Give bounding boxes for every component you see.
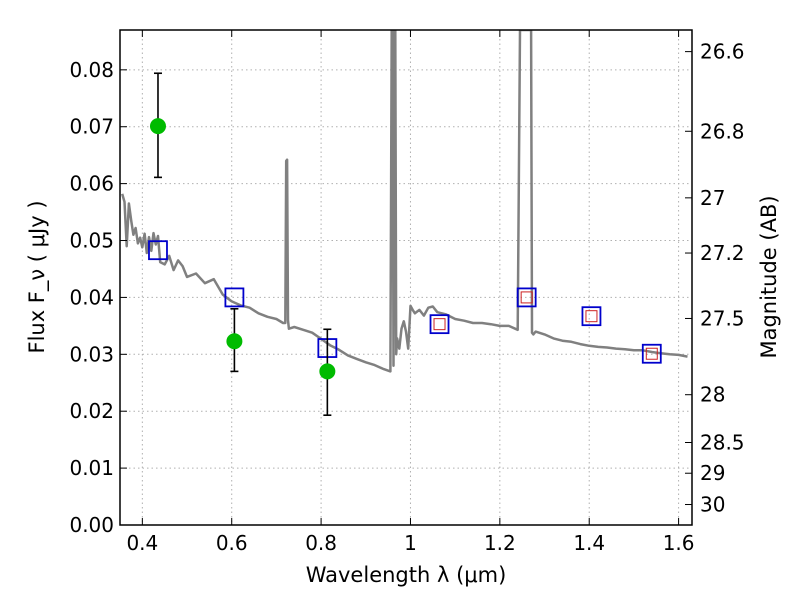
model-photometry-box (224, 287, 245, 308)
mag-tick-label: 29 (700, 461, 725, 485)
model-photometry-inner-box (520, 291, 533, 304)
data-layer (120, 30, 688, 416)
x-tick-label: 1.2 (484, 531, 516, 555)
tick-layer: 0.4 0.6 0.8 1 1.2 1.4 1.6 0.00 0.01 0.02 0.03 0.04 0… (69, 30, 745, 555)
y-axis-label: Flux F_ν ( μJy ) (25, 200, 50, 353)
y-tick-label: 0.03 (69, 342, 114, 366)
model-photometry-box (641, 343, 662, 364)
model-spectrum-line (120, 30, 688, 373)
mag-tick-label: 27.2 (700, 241, 745, 265)
mag-tick-label: 26.6 (700, 40, 745, 64)
y-tick-label: 0.02 (69, 399, 114, 423)
model-photometry-inner-box (433, 318, 446, 331)
y-tick-label: 0.07 (69, 115, 114, 139)
x-tick-label: 1.4 (573, 531, 605, 555)
x-tick-label: 0.8 (305, 531, 337, 555)
plot-frame (119, 29, 693, 526)
y-tick-label: 0.08 (69, 58, 114, 82)
y-tick-label: 0.01 (69, 456, 114, 480)
grid-layer (120, 30, 692, 525)
mag-tick-label: 27 (700, 186, 725, 210)
y-tick-label: 0.00 (69, 513, 114, 537)
y-axis-right-label: Magnitude (AB) (757, 195, 781, 358)
model-photometry-inner-box (645, 347, 658, 360)
observed-point (319, 363, 336, 380)
model-photometry-box (148, 240, 168, 261)
mag-tick-label: 27.5 (700, 306, 745, 330)
y-tick-label: 0.06 (69, 172, 114, 196)
model-photometry-box (516, 287, 537, 308)
y-tick-label: 0.05 (69, 229, 114, 253)
observed-point (149, 118, 166, 135)
x-axis-label: Wavelength λ (μm) (306, 563, 507, 587)
x-tick-label: 0.4 (126, 531, 158, 555)
mag-tick-label: 26.8 (700, 119, 745, 143)
x-tick-label: 1.6 (663, 531, 695, 555)
model-photometry-box (581, 306, 602, 327)
model-photometry-box (429, 314, 450, 335)
observed-point (226, 333, 243, 350)
model-photometry-inner-box (585, 310, 598, 323)
x-tick-label: 1 (404, 531, 417, 555)
y-tick-label: 0.04 (69, 285, 114, 309)
mag-tick-label: 28.5 (700, 431, 745, 455)
mag-tick-label: 30 (700, 493, 725, 517)
x-tick-label: 0.6 (216, 531, 248, 555)
mag-tick-label: 28 (700, 383, 725, 407)
